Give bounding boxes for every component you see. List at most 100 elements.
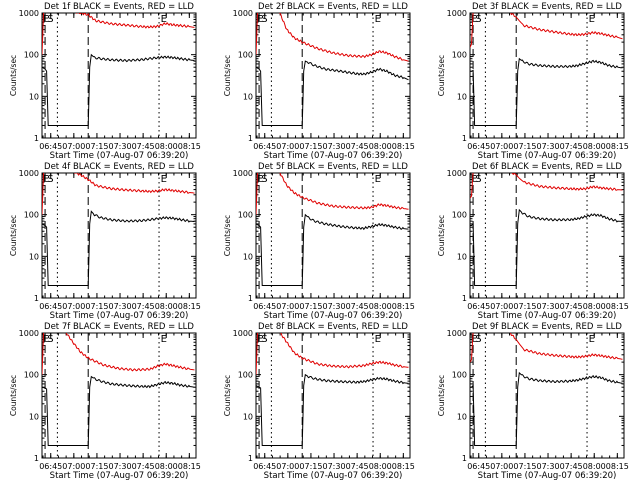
plot-frame	[41, 172, 197, 299]
x-tick-label: 07:00	[62, 142, 85, 151]
chart-title: Det 7f BLACK = Events, RED = LLD	[44, 322, 194, 332]
y-tick-label: 100	[452, 371, 467, 380]
chart-title: Det 4f BLACK = Events, RED = LLD	[44, 162, 194, 172]
series-events-line	[42, 210, 195, 286]
x-tick-label: 07:00	[276, 142, 299, 151]
x-tick-label: 08:00	[369, 462, 392, 471]
x-tick-label: 07:45	[132, 142, 155, 151]
x-tick-label: 08:00	[155, 142, 178, 151]
x-tick-label: 07:15	[85, 302, 108, 311]
x-tick-label: 07:45	[560, 462, 583, 471]
plot-frame	[41, 332, 197, 459]
y-tick-label: 100	[238, 51, 253, 60]
series-lld-line	[470, 173, 623, 199]
plot-frame	[469, 332, 625, 459]
y-tick-label: 10	[457, 92, 467, 101]
y-tick-label: 100	[238, 371, 253, 380]
chart-title: Det 3f BLACK = Events, RED = LLD	[472, 2, 622, 12]
x-axis-label: Start Time (07-Aug-07 06:39:20)	[50, 311, 189, 321]
series-lld-line	[256, 173, 409, 215]
x-tick-label: 07:30	[109, 302, 132, 311]
y-tick-label: 1000	[19, 169, 39, 178]
marker-label-e-start: E	[43, 334, 49, 345]
y-tick-label: 1000	[19, 9, 39, 18]
x-tick-label: 07:30	[323, 462, 346, 471]
marker-label-e-start: E	[257, 14, 263, 25]
x-tick-label: 07:15	[299, 142, 322, 151]
chart-title: Det 2f BLACK = Events, RED = LLD	[258, 2, 408, 12]
marker-label-e-end: E	[375, 174, 381, 185]
y-tick-label: 1000	[19, 329, 39, 338]
y-tick-label: 1	[34, 294, 39, 303]
x-tick-label: 07:45	[132, 302, 155, 311]
x-tick-label: 07:30	[109, 462, 132, 471]
series-events-line	[470, 371, 623, 446]
y-axis-label: Counts/sec	[9, 215, 18, 256]
x-tick-label: 08:00	[583, 142, 606, 151]
series-lld-line	[42, 173, 195, 215]
y-tick-label: 100	[24, 211, 39, 220]
marker-label-e-start: E	[257, 174, 263, 185]
y-tick-label: 1	[462, 454, 467, 463]
series-events-line	[42, 375, 195, 446]
y-tick-label: 1	[462, 134, 467, 143]
y-tick-label: 1	[248, 294, 253, 303]
y-axis-label: Counts/sec	[223, 215, 232, 256]
y-tick-label: 100	[24, 51, 39, 60]
marker-label-e-end: E	[161, 14, 167, 25]
x-tick-label: 08:15	[178, 302, 201, 311]
marker-label-s: S	[475, 174, 481, 185]
x-tick-label: 06:45	[39, 142, 62, 151]
series-events-line	[42, 53, 195, 126]
x-tick-label: 07:30	[323, 302, 346, 311]
x-tick-label: 08:00	[369, 302, 392, 311]
y-tick-label: 1	[248, 454, 253, 463]
x-tick-label: 07:45	[346, 302, 369, 311]
plot-frame	[255, 332, 411, 459]
marker-label-s: S	[47, 14, 53, 25]
x-tick-label: 07:45	[560, 302, 583, 311]
marker-label-e-start: E	[257, 334, 263, 345]
x-tick-label: 06:45	[39, 462, 62, 471]
x-tick-label: 07:15	[85, 142, 108, 151]
series-lld-line	[256, 333, 409, 375]
x-tick-label: 08:15	[606, 142, 629, 151]
chart-title: Det 1f BLACK = Events, RED = LLD	[44, 2, 194, 12]
y-tick-label: 100	[452, 51, 467, 60]
x-tick-label: 06:45	[253, 142, 276, 151]
x-tick-label: 06:45	[253, 462, 276, 471]
series-events-line	[256, 60, 409, 126]
x-tick-label: 07:30	[537, 142, 560, 151]
chart-title: Det 8f BLACK = Events, RED = LLD	[258, 322, 408, 332]
x-tick-label: 08:15	[606, 302, 629, 311]
x-tick-label: 07:30	[537, 462, 560, 471]
x-axis-label: Start Time (07-Aug-07 06:39:20)	[264, 471, 403, 480]
y-tick-label: 10	[457, 252, 467, 261]
marker-label-e-end: E	[589, 14, 595, 25]
y-tick-label: 1	[248, 134, 253, 143]
chart-panel-9: Det 9f BLACK = Events, RED = LLD 1 10 100 10…	[437, 322, 629, 480]
x-tick-label: 07:15	[513, 302, 536, 311]
marker-label-e-end: E	[375, 334, 381, 345]
x-axis-label: Start Time (07-Aug-07 06:39:20)	[50, 151, 189, 161]
chart-panel-4: Det 4f BLACK = Events, RED = LLD 1 10 100 10…	[9, 162, 201, 321]
y-tick-label: 100	[24, 371, 39, 380]
x-tick-label: 07:00	[276, 462, 299, 471]
y-axis-label: Counts/sec	[437, 375, 446, 416]
x-tick-label: 08:15	[392, 462, 415, 471]
x-tick-label: 07:15	[299, 302, 322, 311]
y-tick-label: 10	[29, 412, 39, 421]
marker-label-s: S	[475, 334, 481, 345]
marker-label-s: S	[261, 174, 267, 185]
series-lld-line	[42, 333, 195, 375]
x-tick-label: 06:45	[467, 462, 490, 471]
chart-panel-5: Det 5f BLACK = Events, RED = LLD 1 10 100 10…	[223, 162, 415, 321]
y-axis-label: Counts/sec	[223, 375, 232, 416]
y-tick-label: 10	[457, 412, 467, 421]
x-tick-label: 07:00	[490, 462, 513, 471]
marker-label-e-start: E	[471, 334, 477, 345]
marker-label-e-end: E	[161, 174, 167, 185]
y-tick-label: 1	[34, 454, 39, 463]
x-tick-label: 08:15	[606, 462, 629, 471]
